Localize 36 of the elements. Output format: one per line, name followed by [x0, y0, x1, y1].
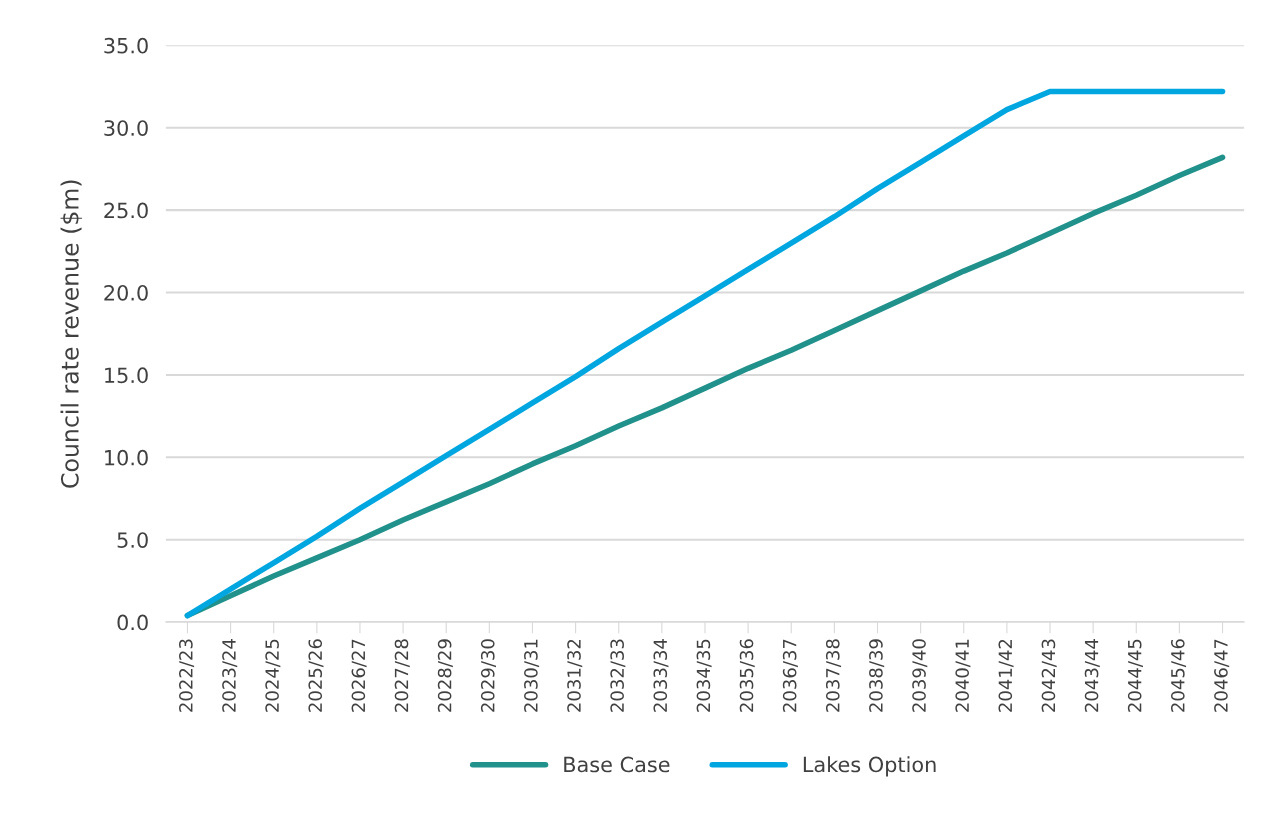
x-tick-label: 2044/45: [1127, 639, 1143, 712]
x-tick-label: 2025/26: [308, 639, 324, 712]
x-tick-label: 2031/32: [567, 639, 583, 712]
y-tick-label: 15.0: [105, 367, 148, 384]
y-tick-label: 20.0: [104, 284, 148, 301]
x-tick-label: 2046/47: [1214, 639, 1230, 712]
x-tick-label: 2026/27: [351, 639, 367, 712]
x-tick-label: 2023/24: [222, 639, 238, 712]
x-tick-label: 2045/46: [1170, 639, 1187, 712]
x-tick-label: 2034/35: [696, 639, 712, 712]
x-tick-label: 2040/41: [955, 639, 971, 712]
x-tick-label: 2024/25: [265, 639, 281, 712]
x-tick-label: 2036/37: [782, 639, 798, 712]
x-tick-label: 2028/29: [437, 639, 453, 712]
y-tick-label: 30.0: [104, 120, 148, 136]
x-tick-label: 2037/38: [825, 639, 842, 712]
y-axis-title: Council rate revenue ($m): [60, 180, 82, 488]
x-tick-label: 2042/43: [1041, 639, 1057, 712]
x-tick-label: 2038/39: [869, 639, 885, 712]
y-tick-label: 35.0: [104, 37, 148, 54]
x-tick-label: 2030/31: [524, 639, 540, 712]
legend-label: Lakes Option: [803, 756, 936, 777]
y-tick-label: 10.0: [105, 449, 148, 466]
x-tick-label: 2039/40: [912, 639, 928, 712]
x-tick-label: 2022/23: [179, 639, 195, 712]
x-tick-label: 2033/34: [653, 639, 669, 712]
x-tick-label: 2029/30: [480, 639, 496, 712]
x-tick-label: 2041/42: [998, 639, 1014, 712]
legend-label: Base Case: [564, 756, 670, 773]
y-tick-label: 5.0: [117, 532, 148, 548]
y-tick-label: 0.0: [117, 614, 148, 631]
x-tick-label: 2035/36: [739, 639, 755, 712]
x-tick-label: 2043/44: [1084, 639, 1100, 712]
x-tick-label: 2027/28: [394, 639, 410, 712]
y-tick-label: 25.0: [104, 202, 148, 219]
x-tick-label: 2032/33: [610, 639, 626, 712]
